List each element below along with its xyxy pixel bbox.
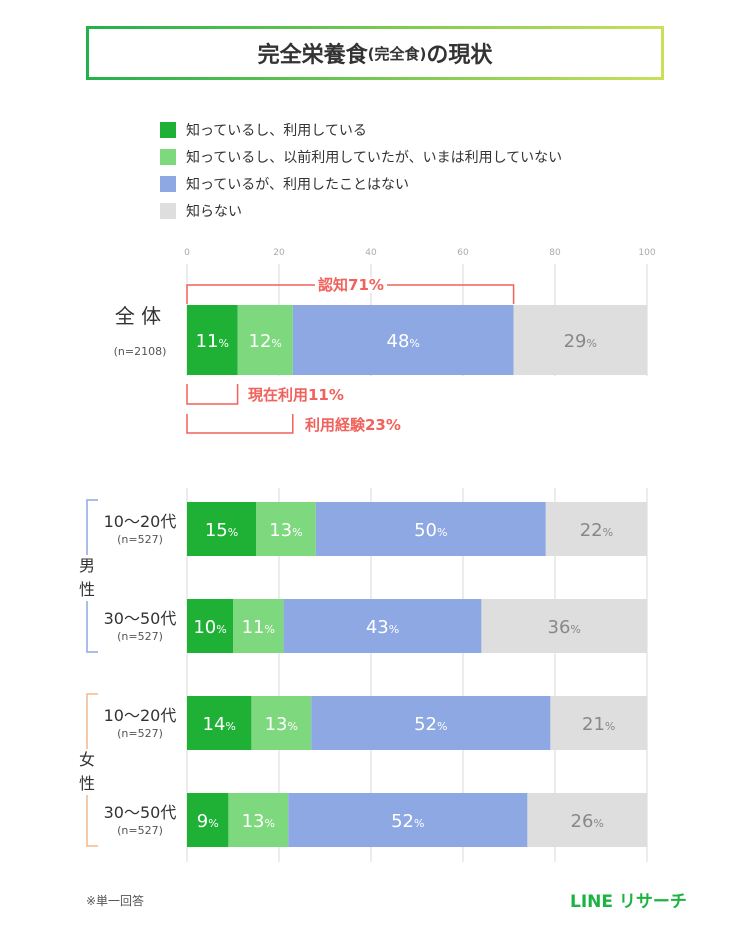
data-label: 13%	[265, 714, 298, 735]
tick-label: 0	[184, 248, 190, 258]
data-label: 22%	[580, 520, 613, 541]
row-n: (n=527)	[117, 727, 163, 740]
data-label: 36%	[548, 617, 581, 638]
legend-label: 知っているし、利用している	[186, 122, 367, 139]
bar-segment	[187, 599, 233, 653]
legend-swatch	[160, 202, 176, 219]
annotation-label-bg	[315, 277, 387, 293]
legend: 知っているし、利用している 知っているし、以前利用していたが、いまは利用していな…	[160, 116, 562, 224]
annotation-label: 現在利用11%	[248, 386, 344, 404]
tick-label: 60	[457, 248, 469, 258]
bar-segment	[315, 502, 546, 556]
legend-item: 知っているし、利用している	[160, 116, 562, 143]
group-label: 性	[79, 580, 95, 599]
legend-item: 知っているが、利用したことはない	[160, 170, 562, 197]
data-label: 21%	[582, 714, 615, 735]
bar-segment	[283, 599, 482, 653]
group-label-bg	[76, 749, 98, 795]
line-research-logo: LINE リサーチ	[570, 892, 687, 912]
tick-label: 40	[365, 248, 377, 258]
group-label: 男	[79, 556, 95, 575]
tick-label: 100	[638, 248, 655, 258]
data-label: 48%	[387, 331, 420, 352]
title-box: 完全栄養食 (完全食) の現状	[86, 26, 664, 80]
annotation-bracket	[186, 414, 294, 434]
legend-item: 知らない	[160, 197, 562, 224]
annotation-label: 利用経験23%	[305, 416, 401, 434]
row-label: 全 体	[115, 304, 161, 328]
group-label: 女	[79, 750, 95, 769]
data-label: 12%	[249, 331, 282, 352]
row-label: 10〜20代	[104, 512, 177, 531]
row-n: (n=527)	[117, 630, 163, 643]
data-label: 43%	[366, 617, 399, 638]
data-label: 29%	[564, 331, 597, 352]
title-suffix: の現状	[426, 43, 493, 68]
legend-swatch	[160, 121, 176, 138]
bar-segment	[237, 305, 293, 375]
row-label: 30〜50代	[104, 609, 177, 628]
footnote: ※単一回答	[86, 894, 145, 908]
group-label: 性	[79, 774, 95, 793]
data-label: 50%	[414, 520, 447, 541]
data-label: 13%	[269, 520, 302, 541]
data-label: 52%	[414, 714, 447, 735]
annotation-label: 認知71%	[318, 276, 384, 294]
bar-segment	[513, 305, 647, 375]
bar-segment	[187, 793, 229, 847]
data-label: 10%	[193, 617, 226, 638]
row-n: (n=527)	[117, 824, 163, 837]
tick-label: 80	[549, 248, 561, 258]
data-label: 13%	[242, 811, 275, 832]
legend-label: 知っているし、以前利用していたが、いまは利用していない	[186, 149, 563, 166]
legend-label: 知っているが、利用したことはない	[186, 176, 410, 193]
title-paren: (完全食)	[367, 44, 427, 63]
bar-segment	[292, 305, 514, 375]
data-label: 14%	[203, 714, 236, 735]
annotation-bracket	[186, 384, 239, 405]
data-label: 26%	[571, 811, 604, 832]
bar-segment	[256, 502, 316, 556]
row-n: (n=527)	[117, 533, 163, 546]
data-label: 52%	[391, 811, 424, 832]
legend-item: 知っているし、以前利用していたが、いまは利用していない	[160, 143, 562, 170]
bar-segment	[545, 502, 647, 556]
group-label-bg	[76, 555, 98, 601]
bar-segment	[550, 696, 647, 750]
row-label: 30〜50代	[104, 803, 177, 822]
title-main: 完全栄養食	[257, 43, 368, 68]
legend-swatch	[160, 148, 176, 165]
data-label: 15%	[205, 520, 238, 541]
bar-segment	[311, 696, 551, 750]
legend-swatch	[160, 175, 176, 192]
bar-segment	[233, 599, 284, 653]
row-n: (n=2108)	[114, 345, 167, 358]
data-label: 11%	[196, 331, 229, 352]
data-label: 9%	[197, 811, 219, 832]
bar-segment	[288, 793, 528, 847]
legend-label: 知らない	[186, 203, 242, 220]
row-label: 10〜20代	[104, 706, 177, 725]
bar-segment	[187, 305, 238, 375]
bar-segment	[187, 502, 256, 556]
bar-segment	[481, 599, 647, 653]
bar-segment	[527, 793, 647, 847]
bar-segment	[228, 793, 289, 847]
bar-segment	[187, 696, 252, 750]
bar-segment	[251, 696, 312, 750]
tick-label: 20	[273, 248, 285, 258]
data-label: 11%	[242, 617, 275, 638]
